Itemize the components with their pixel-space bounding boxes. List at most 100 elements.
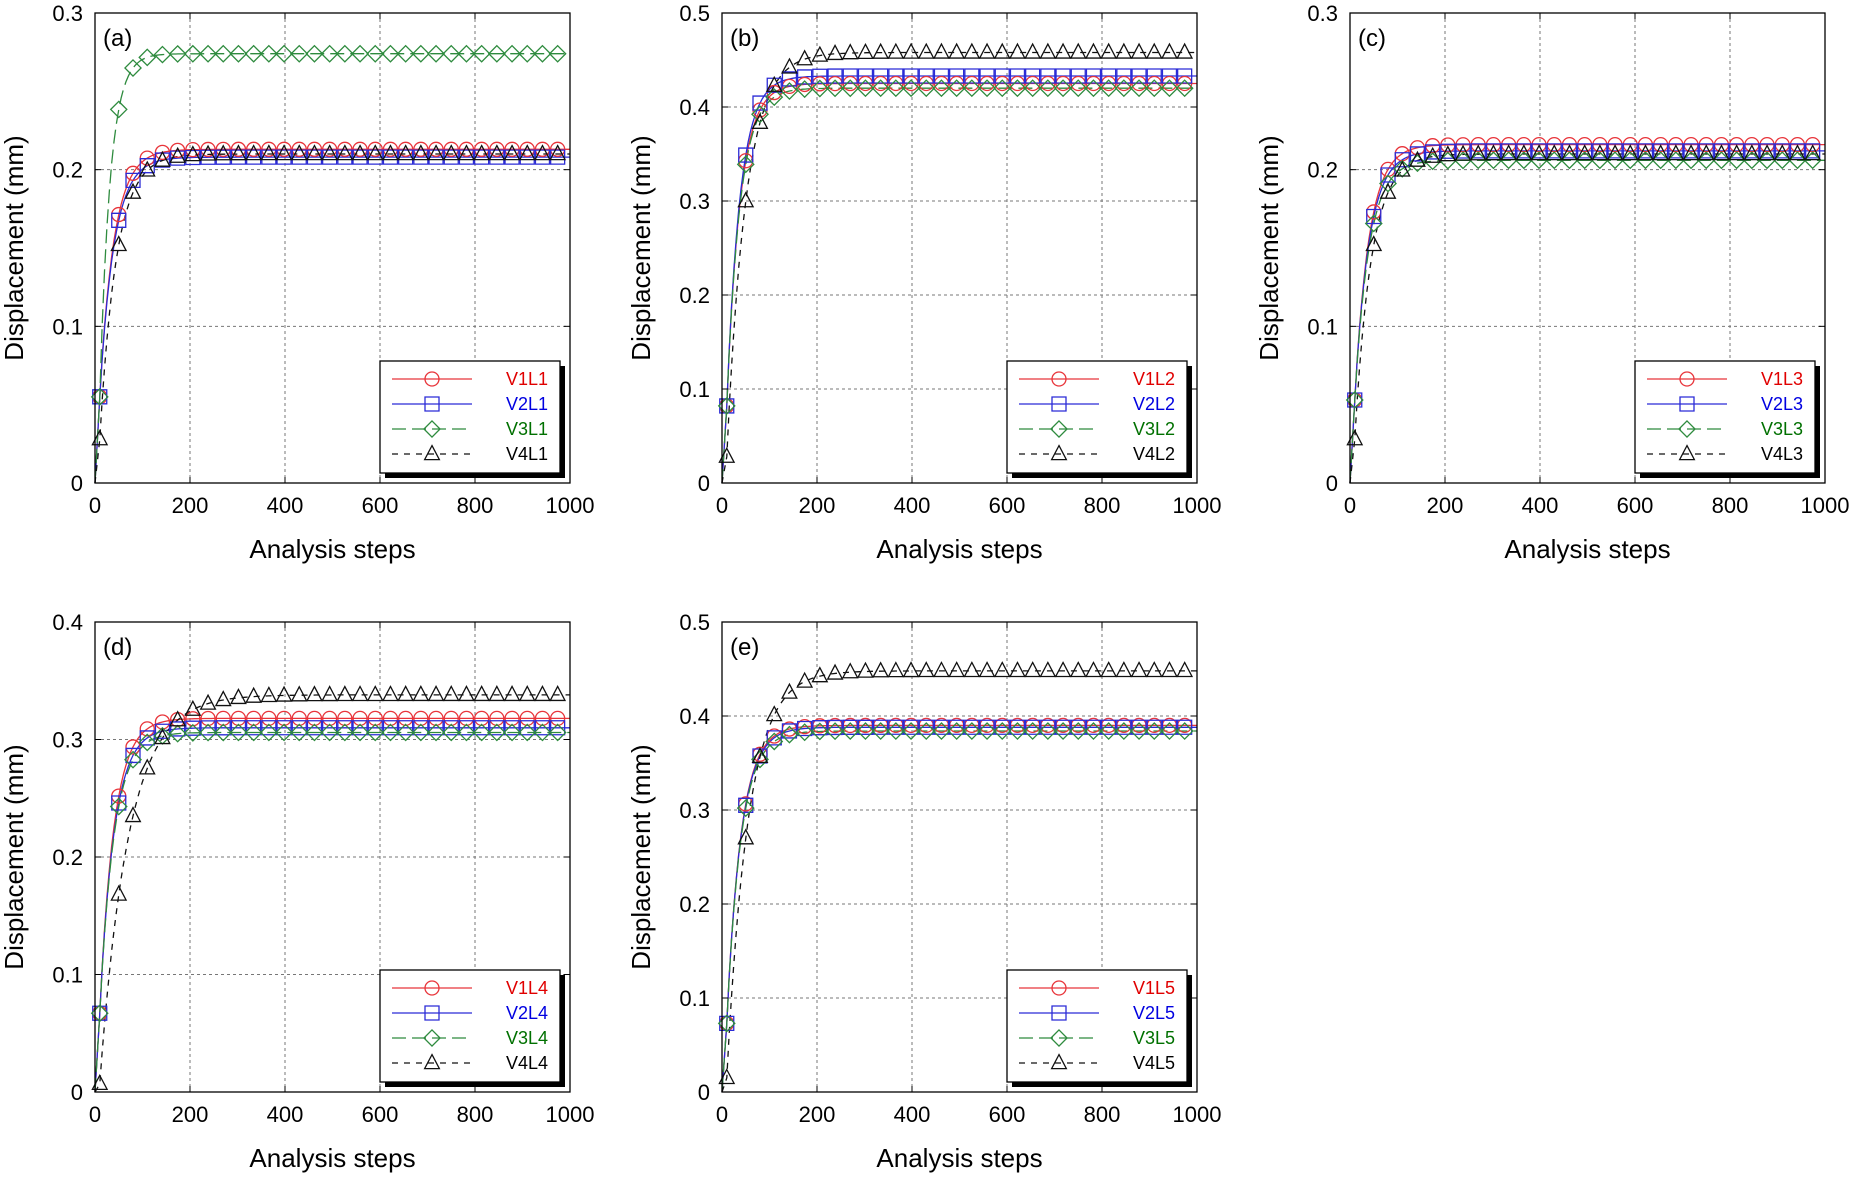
data-point	[1788, 151, 1807, 170]
data-point	[488, 144, 506, 161]
data-point	[320, 723, 339, 742]
data-point	[718, 1068, 736, 1085]
data-point	[1712, 151, 1731, 170]
data-point	[826, 722, 845, 741]
data-point	[124, 59, 142, 77]
y-tick-label: 0.2	[52, 158, 83, 183]
data-point	[932, 79, 951, 98]
y-tick-label: 0.3	[52, 1, 83, 26]
legend-marker-V3L4	[423, 1029, 441, 1047]
data-point	[1666, 151, 1685, 170]
data-point	[382, 144, 399, 161]
legend-marker-V1L5	[1051, 980, 1067, 996]
data-point	[841, 79, 860, 98]
data-point	[229, 723, 248, 742]
data-point	[154, 150, 171, 167]
legend-marker-V1L2	[1051, 371, 1067, 387]
data-point	[1116, 68, 1132, 84]
data-point	[737, 828, 755, 845]
y-tick-label: 0.3	[679, 798, 710, 823]
legend-label-V4L4: V4L4	[506, 1053, 548, 1073]
data-point	[1469, 151, 1488, 170]
series-line-V1L4	[94, 717, 570, 1093]
data-point	[154, 144, 171, 160]
chart-panel-c: 0 200 400 600 800 1000 0 0.1 0.2 0.3 Analysis step…	[1254, 1, 1849, 564]
data-point	[230, 144, 247, 161]
legend-marker-V4L4	[423, 1053, 441, 1070]
data-point	[1728, 144, 1746, 161]
data-point	[1773, 151, 1792, 170]
data-point	[751, 105, 769, 124]
data-point	[458, 685, 475, 702]
data-point	[381, 723, 400, 742]
legend-label-V4L5: V4L5	[1133, 1053, 1175, 1073]
data-point	[321, 710, 338, 727]
data-point	[291, 141, 307, 157]
data-point	[518, 44, 537, 63]
data-point	[244, 723, 263, 742]
data-point	[1069, 661, 1087, 678]
x-tick-label: 0	[89, 493, 101, 518]
y-axis-label: Displacement (mm)	[626, 744, 656, 969]
data-point	[124, 750, 142, 769]
data-point	[230, 688, 247, 705]
y-tick-label: 0.2	[679, 283, 710, 308]
data-point	[261, 720, 277, 736]
data-point	[474, 720, 490, 736]
data-point	[534, 685, 551, 702]
data-point	[810, 722, 829, 741]
data-point	[932, 722, 951, 741]
data-point	[1499, 151, 1518, 170]
data-point	[337, 710, 353, 727]
data-point	[534, 710, 551, 726]
data-point	[472, 44, 491, 63]
data-point	[1515, 144, 1533, 161]
data-point	[534, 144, 551, 161]
data-point	[336, 144, 354, 161]
series-line-V2L5	[721, 726, 1197, 1093]
data-point	[962, 722, 981, 741]
data-point	[1130, 79, 1149, 98]
data-point	[183, 723, 202, 742]
data-point	[276, 141, 292, 157]
data-point	[442, 144, 460, 161]
x-axis-label: Analysis steps	[249, 534, 415, 564]
x-tick-label: 800	[457, 493, 494, 518]
data-point	[949, 68, 965, 84]
x-tick-label: 0	[1344, 493, 1356, 518]
legend-label-V3L1: V3L1	[506, 419, 548, 439]
data-point	[1055, 68, 1071, 84]
data-point	[139, 721, 155, 737]
legend-label-V4L3: V4L3	[1761, 444, 1803, 464]
data-point	[1145, 661, 1163, 678]
y-tick-label: 0.4	[52, 610, 83, 635]
legend-marker-V1L4	[424, 980, 440, 996]
data-point	[873, 68, 889, 84]
data-point	[443, 710, 459, 726]
data-point	[947, 79, 966, 98]
data-point	[259, 44, 278, 63]
x-tick-label: 0	[89, 1102, 101, 1127]
y-tick-label: 0.1	[1307, 314, 1338, 339]
y-tick-label: 0.3	[679, 189, 710, 214]
data-point	[1099, 79, 1118, 98]
legend-marker-V2L4	[424, 1005, 440, 1021]
data-point	[1130, 722, 1149, 741]
data-point	[488, 685, 506, 702]
data-point	[737, 191, 755, 208]
data-point	[124, 806, 142, 823]
data-point	[503, 144, 521, 161]
data-point	[1008, 79, 1027, 98]
data-point	[887, 661, 905, 678]
data-point	[857, 661, 874, 678]
data-point	[1590, 151, 1609, 170]
data-point	[351, 685, 369, 702]
data-point	[306, 710, 323, 727]
data-point	[1652, 144, 1670, 161]
data-point	[443, 141, 459, 157]
legend: V1L2 V2L2 V3L2 V4L2	[1006, 360, 1192, 478]
data-point	[91, 1073, 109, 1091]
data-point	[1160, 722, 1179, 741]
data-point	[1636, 151, 1655, 170]
series-group	[90, 44, 570, 484]
